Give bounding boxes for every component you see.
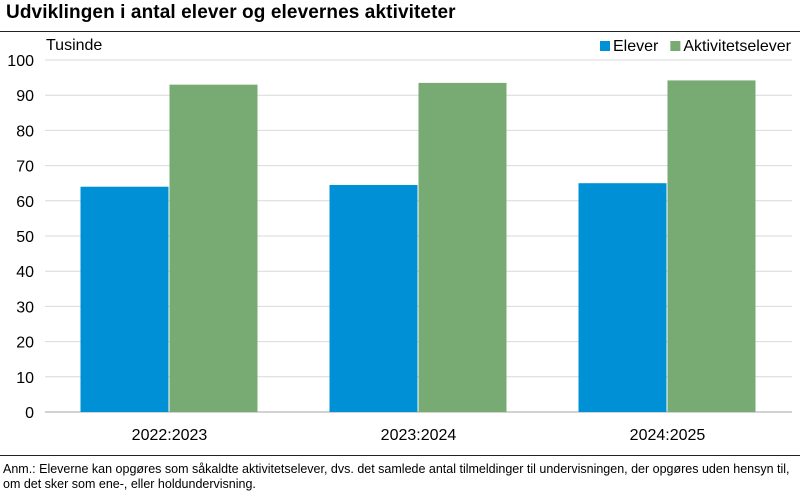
y-tick-label: 10 — [16, 370, 34, 387]
y-axis-ticks: 0 10 20 30 40 50 60 70 80 90 100 — [7, 53, 34, 422]
bar-aktivitetselever — [418, 82, 507, 412]
y-tick-label: 80 — [16, 123, 34, 140]
x-tick-label: 2023:2024 — [381, 427, 457, 444]
bar-elever — [329, 184, 418, 412]
y-tick-label: 100 — [7, 53, 34, 70]
bar-chart: Tusinde 0 10 20 30 40 50 60 70 80 90 100 2022:2023… — [7, 37, 792, 444]
x-axis-ticks: 2022:2023 2023:2024 2024:2025 — [132, 427, 706, 444]
x-tick-label: 2022:2023 — [132, 427, 208, 444]
footnote: Anm.: Eleverne kan opgøres som såkaldte … — [3, 462, 790, 491]
legend-label: Aktivitetselever — [683, 38, 791, 55]
y-tick-label: 90 — [16, 88, 34, 105]
y-axis-label: Tusinde — [46, 37, 102, 54]
y-tick-label: 30 — [16, 299, 34, 316]
y-tick-label: 50 — [16, 229, 34, 246]
legend-swatch — [600, 41, 610, 51]
note-divider — [0, 455, 800, 456]
title-divider — [0, 31, 800, 32]
legend: Elever Aktivitetselever — [600, 38, 792, 55]
bar-aktivitetselever — [169, 84, 258, 412]
bars — [80, 80, 756, 412]
bar-elever — [80, 186, 169, 412]
y-tick-label: 40 — [16, 264, 34, 281]
x-tick-label: 2024:2025 — [630, 427, 706, 444]
y-tick-label: 0 — [25, 405, 34, 422]
y-tick-label: 20 — [16, 335, 34, 352]
y-tick-label: 70 — [16, 159, 34, 176]
legend-label: Elever — [613, 38, 659, 55]
legend-swatch — [670, 41, 681, 51]
chart-title: Udviklingen i antal elever og elevernes … — [6, 2, 456, 23]
y-tick-label: 60 — [16, 194, 34, 211]
bar-aktivitetselever — [667, 80, 756, 412]
bar-elever — [578, 183, 667, 412]
